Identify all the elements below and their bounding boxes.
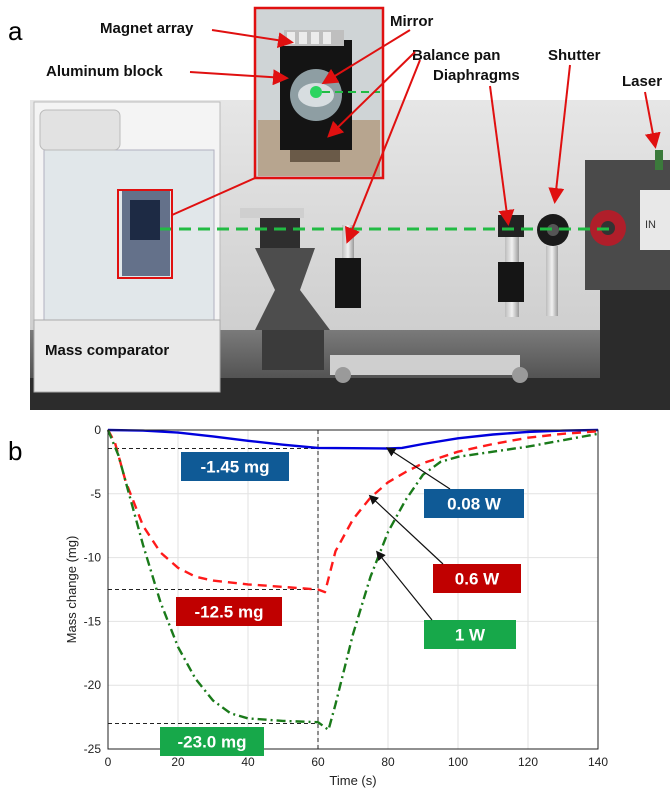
laser-housing-text: IN: [645, 219, 656, 231]
annotation-box-4: [433, 564, 521, 593]
x-tick-label-5: 100: [448, 755, 468, 769]
series-line-0: [107, 428, 599, 450]
zoom-connector: [171, 177, 256, 216]
annotation-arrow-0: [385, 447, 451, 490]
shutter-post: [537, 214, 569, 316]
y-tick-label-0: 0: [94, 423, 101, 437]
annotation-text-3: 0.08 W: [447, 495, 502, 514]
annotation-box-2: [160, 727, 264, 756]
x-tick-label-3: 60: [311, 755, 325, 769]
annotation-box-0: [181, 452, 289, 481]
annotation-box-1: [176, 597, 282, 626]
label-diaphragms: Diaphragms: [433, 67, 520, 84]
annotation-text-4: 0.6 W: [455, 570, 500, 589]
annotation-text-1: -12.5 mg: [195, 603, 264, 622]
x-tick-label-1: 20: [171, 755, 185, 769]
balance-pan-mount: [240, 208, 330, 370]
annotation-box-5: [424, 620, 516, 649]
x-tick-label-2: 40: [241, 755, 255, 769]
panel-letter-a: a: [8, 16, 23, 46]
annotation-text-0: -1.45 mg: [201, 458, 270, 477]
y-tick-label-1: -5: [90, 487, 101, 501]
panel-letter-b: b: [8, 436, 23, 466]
x-tick-label-0: 0: [105, 755, 112, 769]
series-line-2: [106, 429, 599, 732]
annotation-box-3: [424, 489, 524, 518]
zoom-region-box: [117, 189, 173, 279]
x-axis-label: Time (s): [329, 773, 376, 788]
y-tick-label-3: -15: [84, 614, 102, 628]
annotation-boxes: -1.45 mg -12.5 mg -23.0 mg 0.08 W 0.6 W 1 W: [160, 447, 524, 756]
inset-closeup: [253, 6, 385, 180]
x-tick-label-7: 140: [588, 755, 608, 769]
mass-comparator: [33, 101, 221, 393]
mass-change-chart: 0 20 40 60 80 100 120 140 0 -5 -10 -15 -20 -25 -1.45 …: [64, 423, 609, 788]
annotation-text-5: 1 W: [455, 626, 486, 645]
label-shutter: Shutter: [548, 47, 601, 64]
y-tick-label-2: -10: [84, 551, 102, 565]
label-arrows: [189, 29, 661, 244]
series-line-1: [106, 429, 599, 594]
label-aluminum-block: Aluminum block: [46, 63, 163, 80]
reference-lines: [108, 430, 319, 749]
annotation-text-2: -23.0 mg: [178, 733, 247, 752]
label-mass-comparator: Mass comparator: [45, 342, 169, 359]
label-magnet-array: Magnet array: [100, 20, 194, 37]
chart-series: [106, 428, 599, 732]
label-mirror: Mirror: [390, 13, 434, 30]
y-tick-label-5: -25: [84, 742, 102, 756]
annotation-arrow-2: [375, 550, 433, 621]
y-tick-label-4: -20: [84, 678, 102, 692]
y-axis-label: Mass change (mg): [64, 536, 79, 644]
label-laser: Laser: [622, 73, 662, 90]
x-tick-label-6: 120: [518, 755, 538, 769]
label-balance-pan: Balance pan: [412, 47, 500, 64]
x-tick-label-4: 80: [381, 755, 395, 769]
plot-frame: [107, 429, 599, 750]
chart-ticks: 0 20 40 60 80 100 120 140 0 -5 -10 -15 -20 -25: [84, 423, 609, 769]
experimental-setup-photo: IN Magnet array Aluminum block Mirror Ba…: [30, 6, 670, 410]
annotation-arrow-1: [368, 494, 444, 565]
